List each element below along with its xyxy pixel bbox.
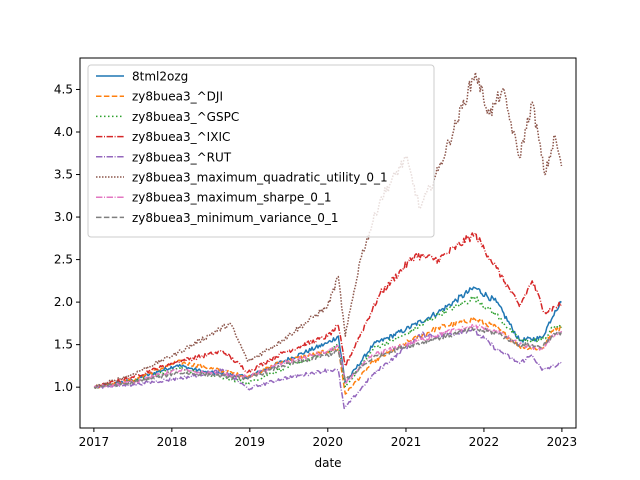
series-layer [93,71,563,410]
legend: 8tml2ozg zy8buea3_^DJI zy8buea3_^GSPC zy8bu… [87,64,435,238]
x-tick-label: 2020 [313,435,344,449]
x-tick-label: 2017 [79,435,110,449]
x-axis-label: date [314,456,341,470]
legend-label: zy8buea3_^DJI [132,90,223,104]
legend-label: zy8buea3_^RUT [132,150,232,164]
series-line-6 [93,323,563,389]
y-axis: 1.0 1.5 2.0 2.5 3.0 3.5 4.0 4.5 [54,82,80,394]
y-tick-label: 1.0 [54,380,73,394]
legend-label: 8tml2ozg [132,70,188,84]
y-tick-label: 3.5 [54,168,73,182]
series-line-5 [94,71,563,389]
y-tick-label: 4.5 [54,82,73,96]
y-tick-label: 1.5 [54,338,73,352]
x-axis: 2017 2018 2019 2020 2021 2022 2023 [79,428,578,449]
y-tick-label: 2.0 [54,295,73,309]
series-line-7 [93,327,563,389]
y-tick-label: 4.0 [54,125,73,139]
series-line-0 [93,286,562,389]
x-tick-label: 2018 [157,435,188,449]
legend-label: zy8buea3_^IXIC [132,130,230,144]
x-tick-label: 2019 [235,435,266,449]
series-line-4 [94,328,562,410]
legend-box [87,64,435,238]
y-tick-label: 3.0 [54,210,73,224]
legend-label: zy8buea3_maximum_quadratic_utility_0_1 [132,171,388,185]
x-tick-label: 2022 [469,435,500,449]
x-tick-label: 2021 [391,435,422,449]
legend-label: zy8buea3_minimum_variance_0_1 [132,211,339,225]
x-tick-label: 2023 [547,435,578,449]
legend-label: zy8buea3_maximum_sharpe_0_1 [132,191,332,205]
legend-label: zy8buea3_^GSPC [132,110,239,124]
series-line-2 [93,295,563,390]
y-tick-label: 2.5 [54,253,73,267]
